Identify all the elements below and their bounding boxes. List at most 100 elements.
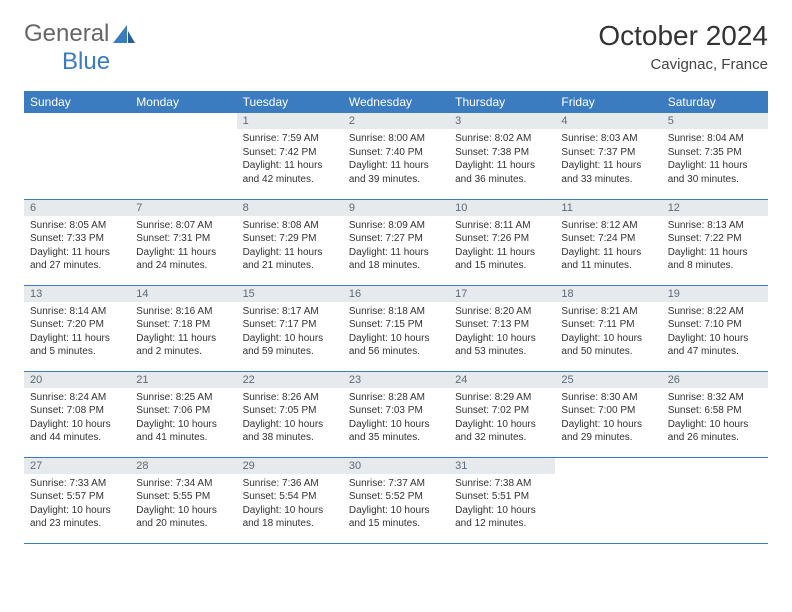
day-details: Sunrise: 8:09 AMSunset: 7:27 PMDaylight:…: [343, 216, 449, 277]
day-cell: 14Sunrise: 8:16 AMSunset: 7:18 PMDayligh…: [130, 285, 236, 371]
day-number: 7: [130, 200, 236, 216]
day-cell: 5Sunrise: 8:04 AMSunset: 7:35 PMDaylight…: [662, 113, 768, 199]
day-number: 15: [237, 286, 343, 302]
day-cell: 30Sunrise: 7:37 AMSunset: 5:52 PMDayligh…: [343, 457, 449, 543]
day-number: 12: [662, 200, 768, 216]
day-number: 8: [237, 200, 343, 216]
weekday-header: Friday: [555, 91, 661, 113]
day-cell: 25Sunrise: 8:30 AMSunset: 7:00 PMDayligh…: [555, 371, 661, 457]
day-number: 1: [237, 113, 343, 129]
day-details: Sunrise: 8:00 AMSunset: 7:40 PMDaylight:…: [343, 129, 449, 190]
day-details: Sunrise: 8:14 AMSunset: 7:20 PMDaylight:…: [24, 302, 130, 363]
day-cell: 7Sunrise: 8:07 AMSunset: 7:31 PMDaylight…: [130, 199, 236, 285]
day-cell: 13Sunrise: 8:14 AMSunset: 7:20 PMDayligh…: [24, 285, 130, 371]
day-cell: .: [555, 457, 661, 543]
day-number: 19: [662, 286, 768, 302]
day-number: 5: [662, 113, 768, 129]
day-details: Sunrise: 8:24 AMSunset: 7:08 PMDaylight:…: [24, 388, 130, 449]
day-cell: 27Sunrise: 7:33 AMSunset: 5:57 PMDayligh…: [24, 457, 130, 543]
weekday-header: Tuesday: [237, 91, 343, 113]
day-cell: 24Sunrise: 8:29 AMSunset: 7:02 PMDayligh…: [449, 371, 555, 457]
day-number: 31: [449, 458, 555, 474]
weekday-header: Monday: [130, 91, 236, 113]
day-cell: .: [130, 113, 236, 199]
day-details: Sunrise: 8:26 AMSunset: 7:05 PMDaylight:…: [237, 388, 343, 449]
day-cell: 15Sunrise: 8:17 AMSunset: 7:17 PMDayligh…: [237, 285, 343, 371]
day-cell: 21Sunrise: 8:25 AMSunset: 7:06 PMDayligh…: [130, 371, 236, 457]
logo-sail-icon: [113, 25, 135, 43]
day-details: Sunrise: 8:32 AMSunset: 6:58 PMDaylight:…: [662, 388, 768, 449]
day-details: Sunrise: 8:13 AMSunset: 7:22 PMDaylight:…: [662, 216, 768, 277]
day-details: Sunrise: 8:07 AMSunset: 7:31 PMDaylight:…: [130, 216, 236, 277]
weekday-row: SundayMondayTuesdayWednesdayThursdayFrid…: [24, 91, 768, 113]
day-cell: .: [662, 457, 768, 543]
logo-text-a: General: [24, 20, 109, 48]
week-row: 13Sunrise: 8:14 AMSunset: 7:20 PMDayligh…: [24, 285, 768, 371]
day-number: 18: [555, 286, 661, 302]
day-cell: 20Sunrise: 8:24 AMSunset: 7:08 PMDayligh…: [24, 371, 130, 457]
day-number: 14: [130, 286, 236, 302]
day-number: 10: [449, 200, 555, 216]
day-number: 2: [343, 113, 449, 129]
calendar-table: SundayMondayTuesdayWednesdayThursdayFrid…: [24, 91, 768, 544]
day-details: Sunrise: 7:36 AMSunset: 5:54 PMDaylight:…: [237, 474, 343, 535]
day-details: Sunrise: 7:37 AMSunset: 5:52 PMDaylight:…: [343, 474, 449, 535]
day-number: 13: [24, 286, 130, 302]
day-details: Sunrise: 8:22 AMSunset: 7:10 PMDaylight:…: [662, 302, 768, 363]
logo: General: [24, 20, 137, 48]
day-details: Sunrise: 8:20 AMSunset: 7:13 PMDaylight:…: [449, 302, 555, 363]
day-details: Sunrise: 8:28 AMSunset: 7:03 PMDaylight:…: [343, 388, 449, 449]
day-number: 17: [449, 286, 555, 302]
day-number: 25: [555, 372, 661, 388]
day-cell: 4Sunrise: 8:03 AMSunset: 7:37 PMDaylight…: [555, 113, 661, 199]
day-cell: 16Sunrise: 8:18 AMSunset: 7:15 PMDayligh…: [343, 285, 449, 371]
day-details: Sunrise: 7:38 AMSunset: 5:51 PMDaylight:…: [449, 474, 555, 535]
day-details: Sunrise: 7:33 AMSunset: 5:57 PMDaylight:…: [24, 474, 130, 535]
day-details: Sunrise: 8:05 AMSunset: 7:33 PMDaylight:…: [24, 216, 130, 277]
day-number: 11: [555, 200, 661, 216]
day-details: Sunrise: 8:25 AMSunset: 7:06 PMDaylight:…: [130, 388, 236, 449]
day-cell: 23Sunrise: 8:28 AMSunset: 7:03 PMDayligh…: [343, 371, 449, 457]
week-row: 20Sunrise: 8:24 AMSunset: 7:08 PMDayligh…: [24, 371, 768, 457]
day-number: 6: [24, 200, 130, 216]
day-cell: 18Sunrise: 8:21 AMSunset: 7:11 PMDayligh…: [555, 285, 661, 371]
location-label: Cavignac, France: [598, 56, 768, 73]
day-number: 24: [449, 372, 555, 388]
day-details: Sunrise: 8:11 AMSunset: 7:26 PMDaylight:…: [449, 216, 555, 277]
day-cell: 10Sunrise: 8:11 AMSunset: 7:26 PMDayligh…: [449, 199, 555, 285]
day-number: 22: [237, 372, 343, 388]
day-number: 20: [24, 372, 130, 388]
day-number: 28: [130, 458, 236, 474]
week-row: 27Sunrise: 7:33 AMSunset: 5:57 PMDayligh…: [24, 457, 768, 543]
day-number: 9: [343, 200, 449, 216]
day-details: Sunrise: 8:02 AMSunset: 7:38 PMDaylight:…: [449, 129, 555, 190]
weekday-header: Wednesday: [343, 91, 449, 113]
day-number: 30: [343, 458, 449, 474]
day-cell: 19Sunrise: 8:22 AMSunset: 7:10 PMDayligh…: [662, 285, 768, 371]
day-details: Sunrise: 8:30 AMSunset: 7:00 PMDaylight:…: [555, 388, 661, 449]
day-cell: 26Sunrise: 8:32 AMSunset: 6:58 PMDayligh…: [662, 371, 768, 457]
day-number: 3: [449, 113, 555, 129]
day-number: 4: [555, 113, 661, 129]
day-details: Sunrise: 8:16 AMSunset: 7:18 PMDaylight:…: [130, 302, 236, 363]
weekday-header: Thursday: [449, 91, 555, 113]
page-header: General October 2024 Cavignac, France: [24, 20, 768, 73]
day-details: Sunrise: 8:21 AMSunset: 7:11 PMDaylight:…: [555, 302, 661, 363]
day-cell: 8Sunrise: 8:08 AMSunset: 7:29 PMDaylight…: [237, 199, 343, 285]
day-number: 26: [662, 372, 768, 388]
day-cell: 9Sunrise: 8:09 AMSunset: 7:27 PMDaylight…: [343, 199, 449, 285]
day-details: Sunrise: 8:03 AMSunset: 7:37 PMDaylight:…: [555, 129, 661, 190]
calendar-body: ..1Sunrise: 7:59 AMSunset: 7:42 PMDaylig…: [24, 113, 768, 543]
day-cell: 28Sunrise: 7:34 AMSunset: 5:55 PMDayligh…: [130, 457, 236, 543]
day-number: 21: [130, 372, 236, 388]
day-cell: 22Sunrise: 8:26 AMSunset: 7:05 PMDayligh…: [237, 371, 343, 457]
weekday-header: Saturday: [662, 91, 768, 113]
week-row: 6Sunrise: 8:05 AMSunset: 7:33 PMDaylight…: [24, 199, 768, 285]
day-details: Sunrise: 8:17 AMSunset: 7:17 PMDaylight:…: [237, 302, 343, 363]
day-cell: .: [24, 113, 130, 199]
day-number: 23: [343, 372, 449, 388]
day-details: Sunrise: 7:34 AMSunset: 5:55 PMDaylight:…: [130, 474, 236, 535]
day-details: Sunrise: 8:04 AMSunset: 7:35 PMDaylight:…: [662, 129, 768, 190]
day-cell: 2Sunrise: 8:00 AMSunset: 7:40 PMDaylight…: [343, 113, 449, 199]
day-cell: 12Sunrise: 8:13 AMSunset: 7:22 PMDayligh…: [662, 199, 768, 285]
